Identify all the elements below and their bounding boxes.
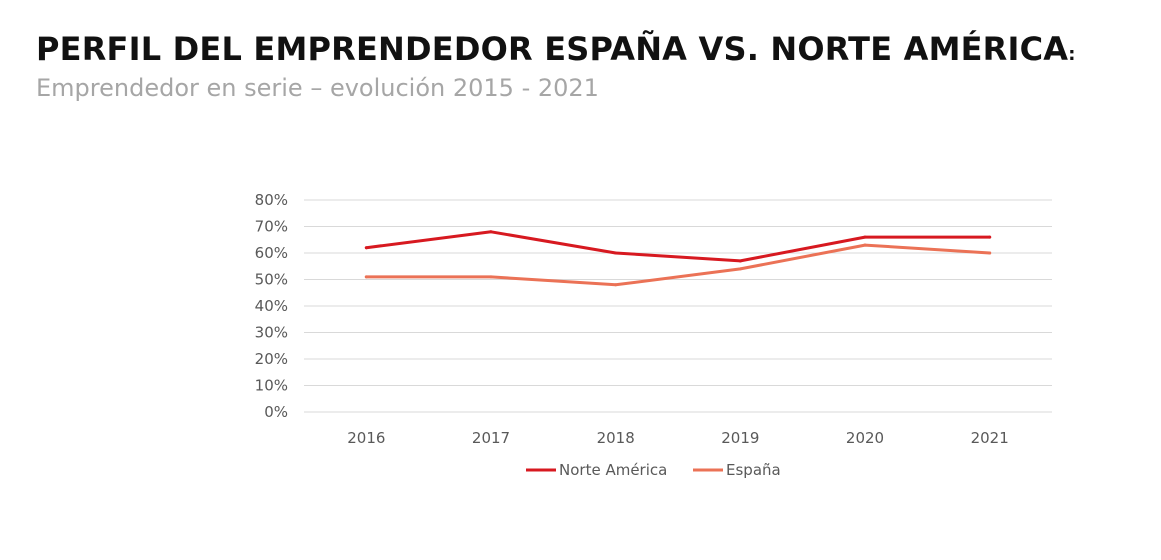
chart-title-text: PERFIL DEL EMPRENDEDOR ESPAÑA VS. NORTE … [36,30,1069,68]
series-line-1 [364,243,992,287]
data-point [863,243,867,247]
chart-title: PERFIL DEL EMPRENDEDOR ESPAÑA VS. NORTE … [36,30,1076,68]
x-tick-label: 2021 [971,429,1009,447]
y-tick-label: 40% [255,297,288,315]
data-point [738,267,742,271]
series-line-0 [364,230,992,263]
data-point [489,230,493,234]
data-point [988,235,992,239]
y-tick-label: 50% [255,271,288,289]
x-tick-label: 2018 [597,429,635,447]
y-tick-label: 20% [255,350,288,368]
y-tick-label: 30% [255,324,288,342]
legend-label-0: Norte América [559,461,667,479]
y-tick-label: 80% [255,191,288,209]
y-tick-label: 60% [255,244,288,262]
data-point [863,235,867,239]
data-point [614,251,618,255]
x-tick-label: 2016 [347,429,385,447]
data-point [364,246,368,250]
y-tick-label: 10% [255,377,288,395]
data-point [988,251,992,255]
data-point [489,275,493,279]
data-point [364,275,368,279]
legend-label-1: España [726,461,781,479]
data-point [614,283,618,287]
chart-title-suffix: : [1068,44,1076,65]
y-tick-label: 70% [255,218,288,236]
data-point [738,259,742,263]
x-tick-label: 2017 [472,429,510,447]
y-tick-label: 0% [264,403,288,421]
chart-subtitle: Emprendedor en serie – evolución 2015 - … [36,74,599,102]
x-tick-label: 2020 [846,429,884,447]
x-tick-label: 2019 [721,429,759,447]
